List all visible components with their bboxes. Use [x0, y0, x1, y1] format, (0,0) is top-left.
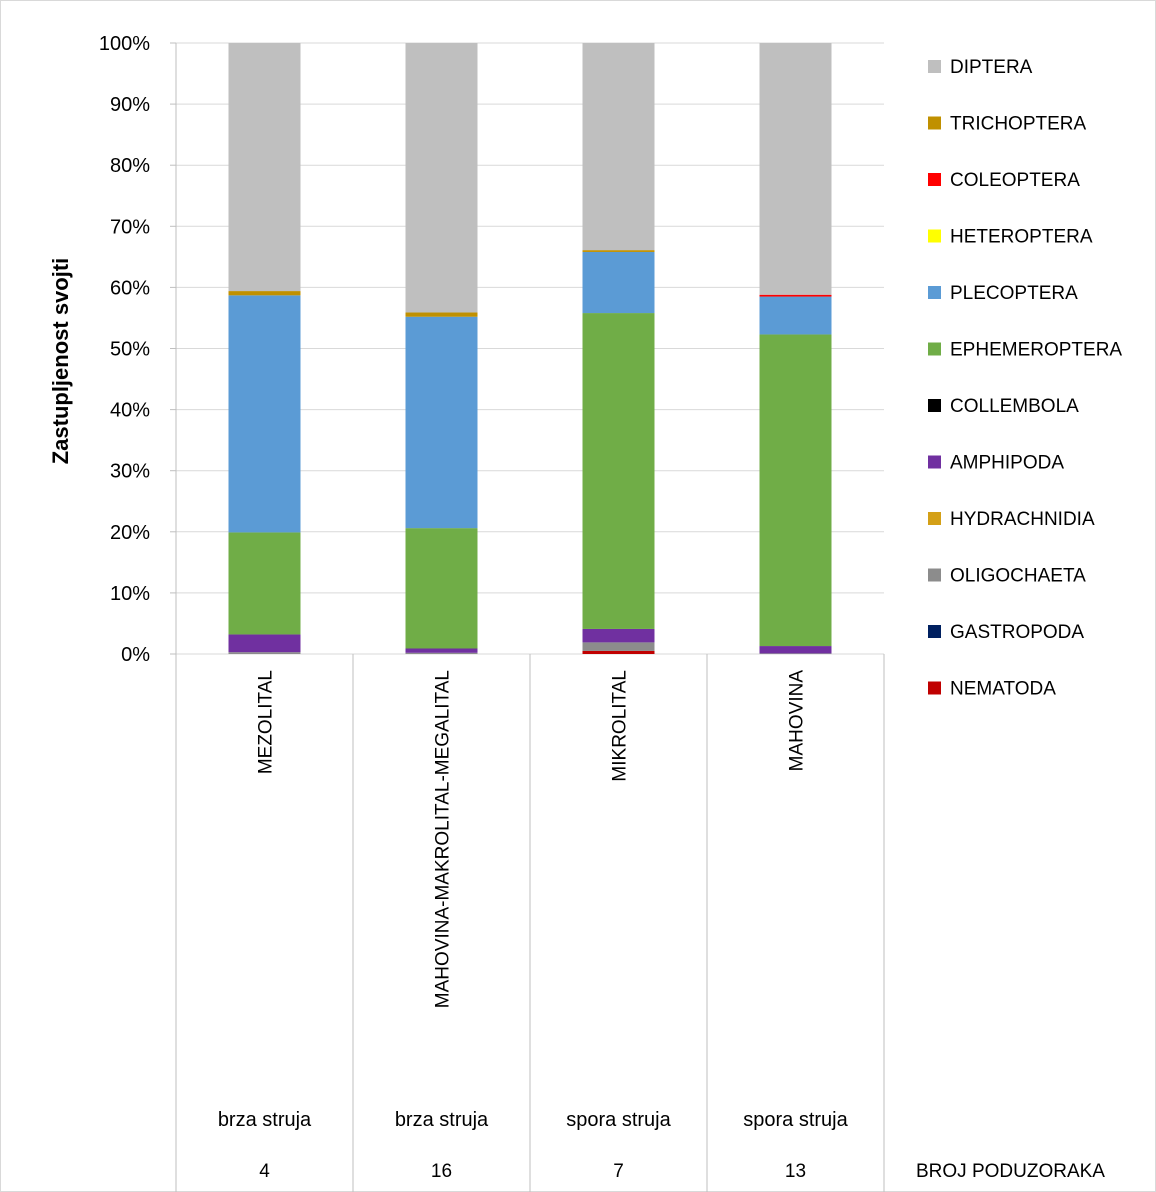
subsample-count-label: BROJ PODUZORAKA [916, 1161, 1105, 1182]
bar-segment-ephemeroptera [759, 334, 832, 647]
legend-swatch [928, 229, 941, 243]
bar-segment-oligochaeta [582, 642, 655, 651]
y-tick-label: 40% [110, 400, 150, 422]
legend-label: PLECOPTERA [950, 283, 1078, 304]
bar-segment-plecoptera [228, 295, 301, 533]
legend-item: PLECOPTERA [928, 283, 1078, 304]
flow-label: spora struja [743, 1109, 848, 1131]
bar-segment-amphipoda [405, 648, 478, 653]
bar-segment-amphipoda [759, 646, 832, 654]
bar-segment-plecoptera [759, 296, 832, 335]
bar-segment-trichoptera [582, 250, 655, 252]
y-tick-label: 10% [110, 583, 150, 605]
legend-swatch [928, 455, 941, 469]
legend-label: AMPHIPODA [950, 453, 1064, 474]
legend-label: NEMATODA [950, 679, 1056, 700]
flow-label: spora struja [566, 1109, 671, 1131]
bar-segment-trichoptera [228, 291, 301, 296]
bar-segment-oligochaeta [228, 652, 301, 654]
bar-segment-ephemeroptera [228, 532, 301, 635]
legend-item: NEMATODA [928, 679, 1056, 700]
legend-item: HETEROPTERA [928, 227, 1093, 248]
bar-stack [582, 43, 655, 654]
subsample-count: 13 [785, 1161, 806, 1182]
bar-segment-ephemeroptera [582, 313, 655, 629]
bar-segment-diptera [759, 43, 832, 295]
legend-swatch [928, 116, 941, 130]
legend-label: DIPTERA [950, 57, 1033, 78]
legend-item: DIPTERA [928, 57, 1033, 78]
legend-label: COLEOPTERA [950, 170, 1080, 191]
legend-label: GASTROPODA [950, 622, 1084, 643]
bar-segment-oligochaeta [405, 652, 478, 654]
y-tick-label: 80% [110, 155, 150, 177]
legend-swatch [928, 173, 941, 186]
bar-segment-plecoptera [582, 251, 655, 314]
bar-segment-diptera [582, 43, 655, 251]
y-tick-label: 90% [110, 94, 150, 116]
legend-swatch [928, 399, 941, 412]
legend: DIPTERA TRICHOPTERA COLEOPTERA HETEROPTERA P… [928, 57, 1122, 700]
bar-segment-amphipoda [582, 628, 655, 643]
legend-swatch [928, 568, 941, 582]
subsample-count: 16 [431, 1161, 452, 1182]
y-tick-label: 60% [110, 277, 150, 299]
bar-segment-oligochaeta [759, 653, 832, 654]
bar-segment-plecoptera [405, 316, 478, 529]
bar-stack [405, 43, 478, 654]
subsample-count: 4 [259, 1161, 270, 1182]
y-tick-label: 0% [121, 644, 150, 666]
category-label: MAHOVINA [787, 670, 808, 772]
legend-item: HYDRACHNIDIA [928, 509, 1095, 530]
legend-label: HYDRACHNIDIA [950, 509, 1095, 530]
category-label: MIKROLITAL [610, 670, 631, 782]
bars [228, 43, 832, 654]
legend-label: TRICHOPTERA [950, 114, 1087, 135]
legend-item: COLEOPTERA [928, 170, 1080, 191]
y-tick-label: 70% [110, 216, 150, 238]
legend-item: GASTROPODA [928, 622, 1084, 643]
bar-stack [759, 43, 832, 654]
legend-swatch [928, 286, 941, 299]
y-tick-label: 50% [110, 339, 150, 361]
category-label: MAHOVINA-MAKROLITAL-MEGALITAL [433, 670, 454, 1008]
y-tick-label: 20% [110, 522, 150, 544]
bar-segment-amphipoda [228, 634, 301, 653]
legend-item: OLIGOCHAETA [928, 566, 1086, 587]
bar-segment-trichoptera [405, 312, 478, 317]
legend-label: EPHEMEROPTERA [950, 340, 1122, 361]
y-axis: 0% 10% 20% 30% 40% 50% 60% 70% 80% 90% 100% [99, 33, 177, 666]
legend-item: AMPHIPODA [928, 453, 1064, 474]
y-tick-label: 30% [110, 461, 150, 483]
y-axis-label: Zastupljenost svojti [48, 258, 73, 465]
legend-label: COLLEMBOLA [950, 396, 1079, 417]
bar-segment-diptera [228, 43, 301, 292]
legend-item: EPHEMEROPTERA [928, 340, 1122, 361]
legend-item: COLLEMBOLA [928, 396, 1079, 417]
legend-swatch [928, 512, 941, 525]
legend-label: HETEROPTERA [950, 227, 1093, 248]
legend-item: TRICHOPTERA [928, 114, 1087, 135]
category-label: MEZOLITAL [256, 670, 277, 774]
legend-swatch [928, 342, 941, 356]
legend-label: OLIGOCHAETA [950, 566, 1086, 587]
legend-swatch [928, 60, 941, 73]
x-axis: MEZOLITAL brza struja 4 MAHOVINA-MAKROLITAL… [175, 654, 885, 1192]
flow-label: brza struja [218, 1109, 312, 1131]
y-tick-label: 100% [99, 33, 150, 55]
legend-swatch [928, 625, 941, 638]
legend-swatch [928, 681, 941, 695]
flow-label: brza struja [395, 1109, 489, 1131]
bar-segment-diptera [405, 43, 478, 313]
subsample-count: 7 [613, 1161, 624, 1182]
bar-stack [228, 43, 301, 654]
bar-segment-ephemeroptera [405, 528, 478, 649]
bar-segment-coleoptera [759, 294, 832, 297]
bar-segment-nematoda [582, 650, 655, 654]
